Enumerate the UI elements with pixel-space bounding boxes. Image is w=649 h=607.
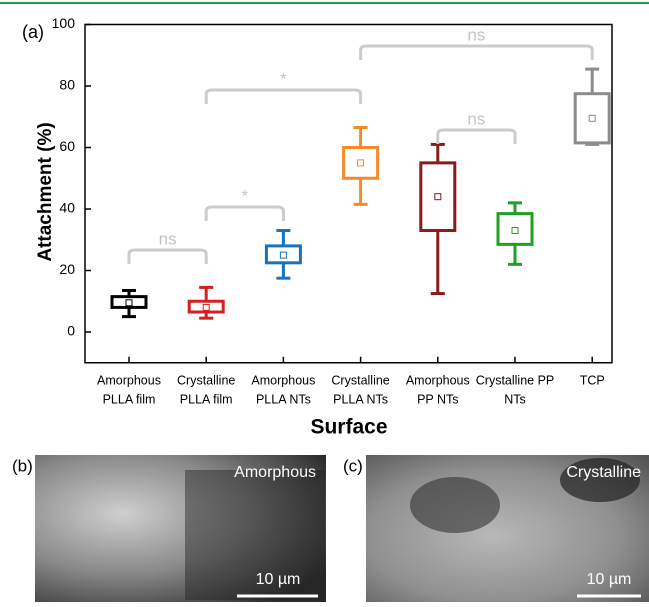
x-tick-label: Crystalline — [331, 373, 389, 387]
box — [498, 214, 532, 245]
box — [266, 246, 300, 263]
significance-bracket — [361, 46, 593, 60]
image-caption: Crystalline — [566, 464, 641, 481]
significance-bracket — [129, 250, 206, 264]
y-tick-label: 100 — [52, 15, 76, 31]
panel-label: (c) — [343, 456, 363, 475]
x-tick-label: TCP — [580, 373, 605, 387]
significance-bracket — [206, 207, 283, 221]
plot-frame — [85, 25, 612, 363]
box — [421, 163, 455, 231]
significance-label: ns — [159, 229, 177, 248]
top-rule — [0, 2, 649, 4]
x-tick-label: PLLA NTs — [256, 392, 311, 406]
significance-label: ns — [467, 109, 485, 128]
sem-texture — [410, 477, 500, 533]
x-tick-label: PP NTs — [417, 392, 458, 406]
y-axis-label: Attachment (%) — [35, 122, 56, 261]
panel-label: (a) — [22, 22, 44, 42]
y-tick-label: 60 — [59, 138, 75, 154]
x-tick-label: PLLA film — [103, 392, 156, 406]
x-tick-label: NTs — [504, 392, 526, 406]
y-tick-label: 0 — [67, 323, 75, 339]
significance-label: ns — [467, 25, 485, 44]
significance-bracket — [438, 130, 515, 144]
box — [575, 94, 609, 143]
y-tick-label: 80 — [59, 77, 75, 93]
y-tick-label: 20 — [59, 261, 75, 277]
panel-label: (b) — [12, 456, 33, 475]
x-tick-label: Amorphous — [97, 373, 161, 387]
scale-label: 10 µm — [587, 571, 632, 588]
figure: (a) Attachment (%) Surface 0 20 40 60 80 100 A… — [0, 0, 649, 602]
page: {"chart_data": {"type": "box", "panel_la… — [0, 0, 649, 602]
x-axis-label: Surface — [310, 416, 387, 439]
significance-label: * — [280, 69, 287, 88]
x-tick-label: Amorphous — [406, 373, 470, 387]
scale-label: 10 µm — [256, 571, 301, 588]
image-caption: Amorphous — [234, 464, 316, 481]
box — [344, 148, 378, 179]
x-tick-label: PLLA film — [180, 392, 233, 406]
significance-label: * — [241, 186, 248, 205]
x-tick-label: Amorphous — [251, 373, 315, 387]
y-tick-label: 40 — [59, 200, 75, 216]
x-tick-label: PLLA NTs — [333, 392, 388, 406]
x-tick-label: Crystalline PP — [476, 373, 555, 387]
x-tick-label: Crystalline — [177, 373, 235, 387]
significance-bracket — [206, 90, 360, 104]
